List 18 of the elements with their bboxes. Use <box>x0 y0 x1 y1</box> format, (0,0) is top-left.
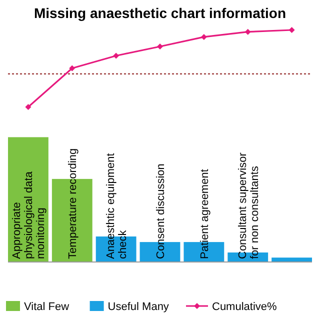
point <box>244 28 251 35</box>
x-tick-label: Consent discussion <box>155 164 167 259</box>
x-tick-label: Anaesthtic equipment check <box>105 153 130 259</box>
point <box>69 65 76 72</box>
point <box>157 43 163 50</box>
point <box>200 34 207 40</box>
legend-label: Vital Few <box>24 301 70 313</box>
point <box>288 27 295 33</box>
legend-label: Useful Many <box>108 301 170 313</box>
bar <box>272 258 312 262</box>
point <box>25 104 32 110</box>
x-tick-label: Consultant supervisor for non consultants <box>236 152 261 259</box>
x-tick-label: Patient agreement <box>198 169 211 259</box>
legend-label: Cumulative% <box>212 301 278 313</box>
chart-title: Missing anaesthetic chart information <box>34 5 286 21</box>
x-tick-label: Appropriate physiological data monitoring <box>11 170 48 259</box>
point <box>113 52 120 59</box>
x-tick-label: Temperature recording <box>67 148 80 259</box>
